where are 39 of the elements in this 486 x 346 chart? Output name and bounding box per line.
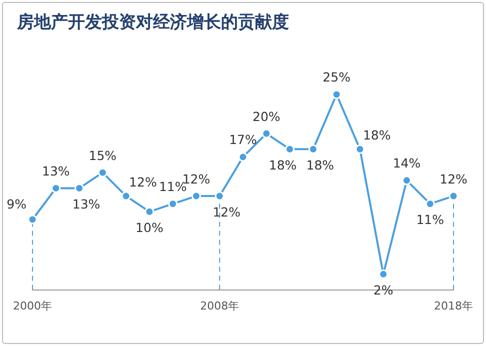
point xyxy=(448,191,458,201)
x-tick-label: 2000年 xyxy=(12,299,52,312)
point xyxy=(332,90,342,100)
point xyxy=(262,128,272,138)
data-label: 20% xyxy=(252,108,280,124)
point xyxy=(285,144,295,154)
point xyxy=(191,191,201,201)
data-label: 18% xyxy=(362,127,391,142)
chart-title: 房地产开发投资对经济增长的贡献度 xyxy=(16,12,289,33)
point xyxy=(98,168,108,178)
data-label: 9% xyxy=(6,196,27,212)
data-label: 12% xyxy=(129,174,157,190)
data-label: 10% xyxy=(136,220,164,235)
x-tick-label: 2018年 xyxy=(434,299,474,312)
point xyxy=(74,183,84,193)
data-label: 18% xyxy=(268,157,297,172)
data-label: 14% xyxy=(392,156,421,171)
point xyxy=(214,191,224,201)
data-label: 17% xyxy=(229,132,258,148)
data-label: 15% xyxy=(88,148,117,163)
point xyxy=(425,199,435,209)
data-label: 11% xyxy=(158,179,187,194)
point xyxy=(378,269,388,279)
point xyxy=(355,144,365,154)
point xyxy=(144,206,154,216)
data-label: 12% xyxy=(440,171,468,186)
point xyxy=(168,199,178,209)
data-label: 2% xyxy=(373,282,394,298)
point xyxy=(308,144,318,154)
data-label: 13% xyxy=(72,196,100,212)
data-label: 25% xyxy=(322,70,351,85)
data-label: 18% xyxy=(306,157,334,172)
data-label: 12% xyxy=(212,204,241,220)
point xyxy=(121,191,131,201)
data-label: 11% xyxy=(416,212,444,228)
point xyxy=(28,214,38,224)
point xyxy=(238,152,248,162)
data-label: 13% xyxy=(42,163,70,178)
x-tick-label: 2008年 xyxy=(200,299,240,312)
